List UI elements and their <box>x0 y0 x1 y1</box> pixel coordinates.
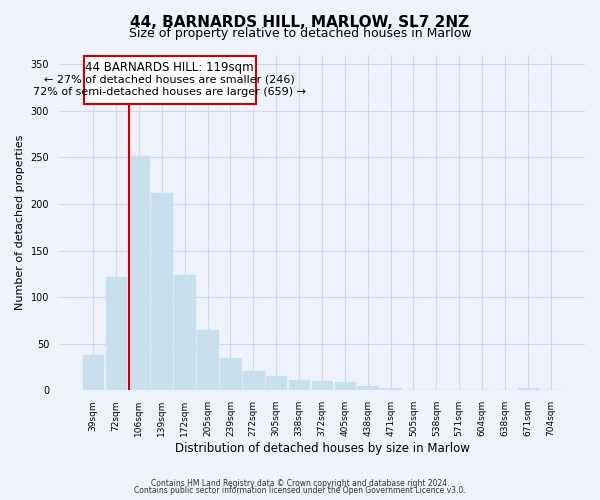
Bar <box>106 276 126 390</box>
Bar <box>266 376 286 390</box>
Text: Contains public sector information licensed under the Open Government Licence v3: Contains public sector information licen… <box>134 486 466 495</box>
Text: ← 27% of detached houses are smaller (246): ← 27% of detached houses are smaller (24… <box>44 74 295 85</box>
Bar <box>128 156 149 390</box>
Text: Size of property relative to detached houses in Marlow: Size of property relative to detached ho… <box>128 28 472 40</box>
Bar <box>311 381 332 390</box>
Bar <box>335 382 355 390</box>
Bar <box>518 388 538 390</box>
Bar <box>151 193 172 390</box>
Text: 44 BARNARDS HILL: 119sqm: 44 BARNARDS HILL: 119sqm <box>85 60 254 74</box>
Bar <box>175 275 195 390</box>
FancyBboxPatch shape <box>84 56 256 104</box>
Bar <box>197 330 218 390</box>
Y-axis label: Number of detached properties: Number of detached properties <box>15 135 25 310</box>
Bar <box>380 388 401 390</box>
Bar <box>358 386 378 390</box>
Text: Contains HM Land Registry data © Crown copyright and database right 2024.: Contains HM Land Registry data © Crown c… <box>151 478 449 488</box>
X-axis label: Distribution of detached houses by size in Marlow: Distribution of detached houses by size … <box>175 442 469 455</box>
Bar <box>243 371 263 390</box>
Bar <box>220 358 241 390</box>
Text: 72% of semi-detached houses are larger (659) →: 72% of semi-detached houses are larger (… <box>33 86 306 97</box>
Text: 44, BARNARDS HILL, MARLOW, SL7 2NZ: 44, BARNARDS HILL, MARLOW, SL7 2NZ <box>130 15 470 30</box>
Bar <box>289 380 310 390</box>
Bar <box>83 355 103 390</box>
